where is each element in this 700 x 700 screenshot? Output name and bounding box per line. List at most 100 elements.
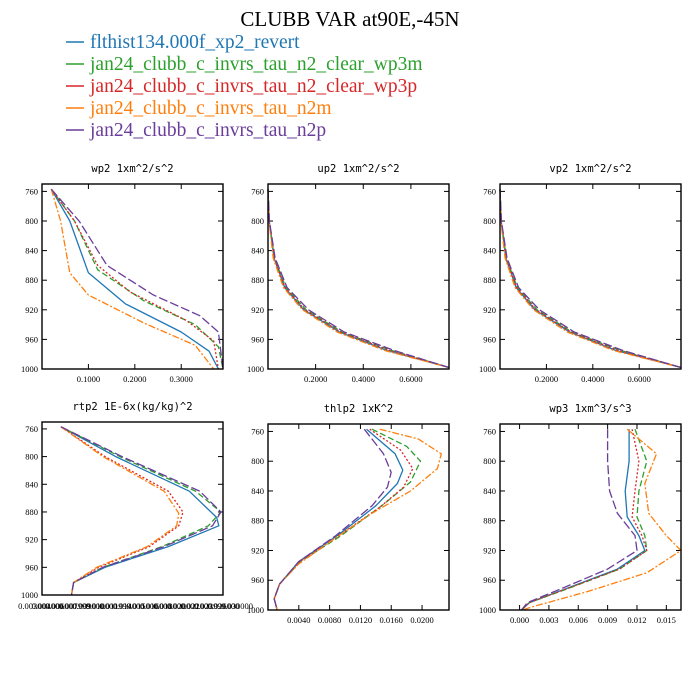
y-tick-label: 800 [483, 456, 496, 466]
y-tick-label: 800 [251, 216, 264, 226]
chart-panel: wp3 1xm^3/s^3 760 800 840 880 920 960 1000 0.000… [479, 403, 682, 625]
x-tick-label: 0.4000 [352, 374, 375, 384]
chart-title: vp2 1xm^2/s^2 [549, 163, 631, 175]
y-tick-label: 760 [25, 424, 38, 434]
y-tick-label: 1000 [247, 364, 264, 374]
x-tick-label: 0.6000 [628, 374, 651, 384]
x-tick-label: 0.2000 [535, 374, 558, 384]
x-tick-label: 0.026000 [208, 601, 240, 611]
x-tick-label: 0.2000 [304, 374, 327, 384]
x-tick-label: 0.022000 [180, 601, 212, 611]
chart-panel: vp2 1xm^2/s^2 760 800 840 880 920 960 1000 0.200… [479, 163, 682, 384]
series-line [267, 189, 450, 369]
x-tick-label: 0.006000 [45, 601, 77, 611]
series-line [267, 189, 450, 369]
y-tick-label: 1000 [21, 590, 38, 600]
x-tick-label: 0.2000 [123, 374, 146, 384]
y-tick-label: 1000 [247, 605, 264, 615]
y-tick-label: 880 [483, 275, 496, 285]
y-tick-label: 800 [25, 452, 38, 462]
y-tick-label: 920 [483, 305, 496, 315]
x-tick-label: 0.009000 [72, 601, 104, 611]
series-line [60, 426, 184, 596]
y-tick-label: 880 [251, 516, 264, 526]
x-tick-label: 0.0120 [349, 615, 372, 625]
y-tick-label: 760 [25, 186, 38, 196]
series-line [273, 428, 414, 611]
chart-title: wp3 1xm^3/s^3 [549, 403, 631, 415]
series-line [273, 428, 442, 611]
plot-frame [41, 183, 224, 370]
x-tick-label: 0.012 [627, 615, 646, 625]
y-tick-label: 760 [251, 186, 264, 196]
y-tick-label: 880 [25, 507, 38, 517]
figure-title: CLUBB VAR at90E,-45N [240, 7, 459, 31]
panels: wp2 1xm^2/s^2 760 800 840 880 920 960 1000 0.100… [18, 163, 682, 625]
y-tick-label: 960 [251, 575, 264, 585]
chart-title: up2 1xm^2/s^2 [317, 163, 399, 175]
y-tick-label: 880 [25, 275, 38, 285]
series-line [60, 426, 180, 596]
plot-frame [499, 183, 682, 370]
x-tick-label: 0.0040 [287, 615, 310, 625]
x-tick-label: 0.015 [657, 615, 676, 625]
y-tick-label: 920 [25, 305, 38, 315]
y-tick-label: 960 [25, 562, 38, 572]
x-tick-label: 0.004000 [32, 601, 64, 611]
x-tick-label: 0.0080 [318, 615, 341, 625]
x-tick-label: 0.6000 [399, 374, 422, 384]
series-line [50, 188, 219, 370]
y-tick-label: 960 [251, 334, 264, 344]
x-tick-label: 0.011999 [99, 601, 131, 611]
x-tick-label: 0.030000 [221, 601, 253, 611]
series-line [50, 189, 215, 370]
series-line [60, 426, 222, 596]
chart-panel: thlp2 1xK^2 760 800 840 880 920 960 1000 0.0040 0… [247, 403, 450, 625]
series-line [50, 188, 224, 370]
legend-entry: flthist134.000f_xp2_revert [90, 32, 300, 53]
x-tick-label: 0.009 [598, 615, 617, 625]
legend-entry: jan24_clubb_c_invrs_tau_n2_clear_wp3m [89, 54, 423, 75]
series-line [521, 429, 648, 611]
series-line [273, 428, 392, 611]
x-tick-label: 0.015000 [126, 601, 158, 611]
x-tick-label: 0.016000 [140, 601, 172, 611]
series-line [522, 428, 682, 611]
chart-title: wp2 1xm^2/s^2 [91, 163, 173, 175]
series-line [50, 188, 220, 370]
plot-frame [267, 183, 450, 370]
y-tick-label: 880 [483, 516, 496, 526]
x-tick-label: 0.018000 [153, 601, 185, 611]
x-tick-label: 0.003 [539, 615, 558, 625]
x-tick-label: 0.003000 [18, 601, 50, 611]
x-tick-label: 0.014000 [113, 601, 145, 611]
y-tick-label: 840 [483, 246, 496, 256]
y-tick-label: 1000 [21, 364, 38, 374]
y-tick-label: 800 [483, 216, 496, 226]
y-tick-label: 1000 [479, 364, 496, 374]
legend-entry: jan24_clubb_c_invrs_tau_n2p [89, 120, 326, 141]
x-tick-label: 0.1000 [77, 374, 100, 384]
y-tick-label: 960 [25, 334, 38, 344]
series-line [60, 426, 220, 596]
series-line [499, 189, 682, 369]
y-tick-label: 800 [251, 456, 264, 466]
legend-entry: jan24_clubb_c_invrs_tau_n2m [89, 98, 332, 119]
x-tick-label: 0.010000 [86, 601, 118, 611]
chart-panel: wp2 1xm^2/s^2 760 800 840 880 920 960 1000 0.100… [21, 163, 224, 384]
y-tick-label: 960 [483, 334, 496, 344]
y-tick-label: 840 [483, 486, 496, 496]
series-line [499, 189, 682, 369]
legend-entry: jan24_clubb_c_invrs_tau_n2_clear_wp3p [89, 76, 417, 97]
series-line [520, 429, 638, 611]
y-tick-label: 920 [25, 535, 38, 545]
y-tick-label: 840 [25, 246, 38, 256]
chart-panel: rtp2 1E-6x(kg/kg)^2 760 800 840 880 920 960 100… [18, 401, 253, 611]
series-line [273, 428, 404, 611]
x-tick-label: 0.020000 [167, 601, 199, 611]
series-line [521, 428, 648, 611]
y-tick-label: 960 [483, 575, 496, 585]
series-line [273, 428, 422, 611]
series-line [499, 189, 682, 369]
